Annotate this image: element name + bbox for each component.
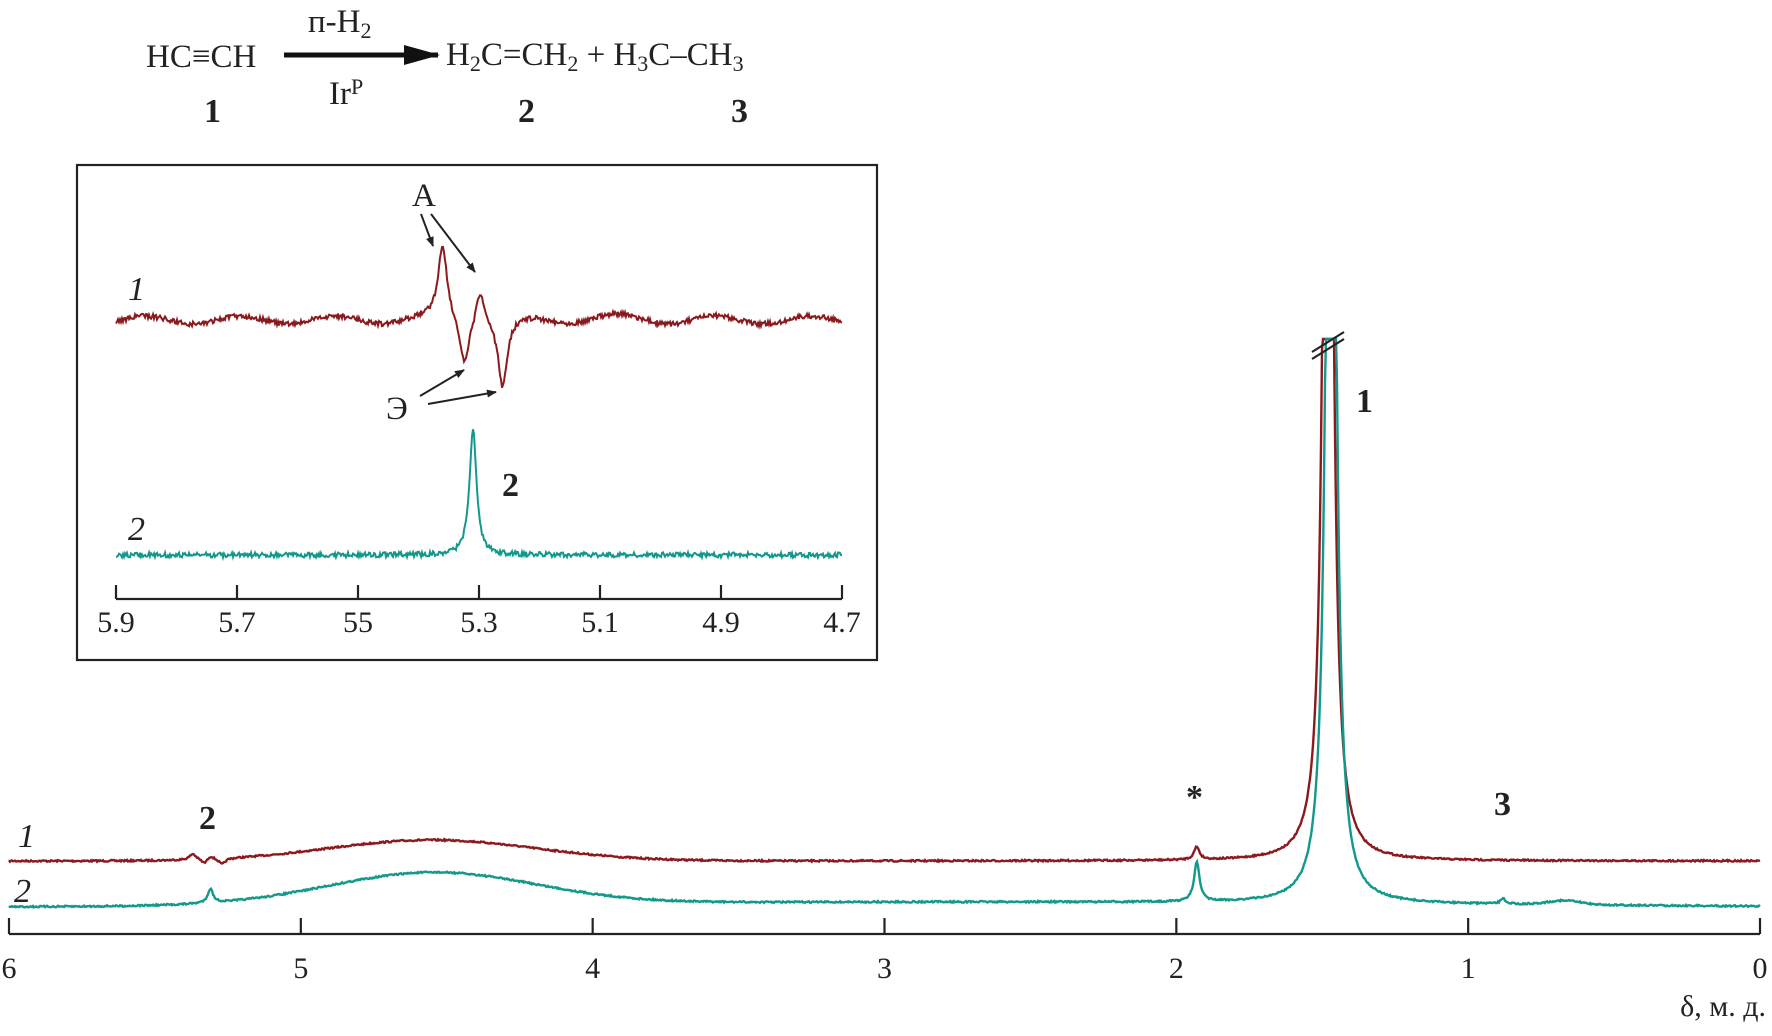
reagent-above: п-H2 bbox=[308, 4, 371, 43]
main-trace-label-2: 2 bbox=[14, 873, 31, 910]
absorption-arrow-2 bbox=[430, 213, 476, 273]
tick-label: 4 bbox=[585, 952, 600, 985]
reagent-below: IrP bbox=[329, 74, 363, 112]
absorption-label: A bbox=[412, 178, 436, 214]
formula-text: C–CH bbox=[648, 37, 732, 73]
tick-label: 3 bbox=[877, 952, 892, 985]
peak-label-1: 1 bbox=[1356, 383, 1373, 420]
inset-trace-2 bbox=[115, 429, 843, 562]
inset-trace-1 bbox=[115, 245, 843, 389]
tick-label: 4.7 bbox=[823, 606, 861, 639]
products: H2C=CH2 + H3C–CH3 bbox=[446, 37, 744, 76]
tick-label: 0 bbox=[1753, 952, 1768, 985]
emission-label: Э bbox=[386, 391, 408, 427]
inset-peak-label-2: 2 bbox=[502, 467, 519, 504]
product-number-2: 2 bbox=[518, 93, 535, 130]
formula-subscript: 3 bbox=[637, 51, 648, 76]
peak-truncation-mark bbox=[1311, 331, 1345, 360]
main-panel: 6 5 4 3 2 1 0 1 2 2 * 1 3 δ, м. д. bbox=[2, 331, 1768, 1023]
peak-label-3: 3 bbox=[1494, 786, 1511, 823]
tick-label: 5.3 bbox=[460, 606, 498, 639]
tick-label: 6 bbox=[2, 952, 17, 985]
main-trace-label-1: 1 bbox=[18, 818, 35, 855]
peak-label-asterisk: * bbox=[1186, 779, 1203, 816]
formula-text: Ir bbox=[329, 76, 351, 112]
absorption-arrow-1 bbox=[420, 213, 434, 247]
inset-trace-label-2: 2 bbox=[128, 511, 145, 548]
x-axis-label: δ, м. д. bbox=[1680, 990, 1766, 1023]
tick-label: 5.1 bbox=[581, 606, 619, 639]
formula-text: + H bbox=[578, 37, 637, 73]
peak-label-2: 2 bbox=[199, 800, 216, 837]
formula-text: H bbox=[446, 37, 470, 73]
product-number-3: 3 bbox=[731, 93, 748, 130]
formula-text: C=CH bbox=[481, 37, 567, 73]
inset-x-axis: 5.9 5.7 55 5.3 5.1 4.9 4.7 bbox=[97, 585, 861, 639]
main-trace-2 bbox=[8, 337, 1761, 909]
tick-label: 5.7 bbox=[218, 606, 256, 639]
inset-panel: 5.9 5.7 55 5.3 5.1 4.9 4.7 1 2 A Э 2 bbox=[75, 163, 879, 662]
formula-text: п-H bbox=[308, 4, 360, 40]
tick-label: 5 bbox=[293, 952, 308, 985]
reactant-number: 1 bbox=[204, 93, 221, 130]
formula-subscript: 2 bbox=[567, 51, 578, 76]
emission-arrow-2 bbox=[427, 389, 497, 405]
inset-frame bbox=[75, 163, 879, 662]
formula-superscript: P bbox=[351, 74, 363, 99]
reactant: HC≡CH bbox=[146, 39, 256, 75]
emission-arrow-1 bbox=[419, 369, 465, 397]
formula-subscript: 3 bbox=[733, 51, 744, 76]
tick-label: 1 bbox=[1461, 952, 1476, 985]
tick-label: 55 bbox=[343, 606, 373, 639]
main-x-axis: 6 5 4 3 2 1 0 bbox=[2, 918, 1768, 985]
tick-label: 5.9 bbox=[97, 606, 135, 639]
formula-subscript: 2 bbox=[470, 51, 481, 76]
reaction-scheme: HC≡CH п-H2 IrP H2C=CH2 + H3C–CH3 1 2 3 bbox=[146, 4, 748, 130]
tick-label: 2 bbox=[1169, 952, 1184, 985]
inset-trace-label-1: 1 bbox=[128, 271, 145, 308]
main-trace-1 bbox=[8, 337, 1761, 865]
formula-subscript: 2 bbox=[360, 18, 371, 43]
tick-label: 4.9 bbox=[702, 606, 740, 639]
